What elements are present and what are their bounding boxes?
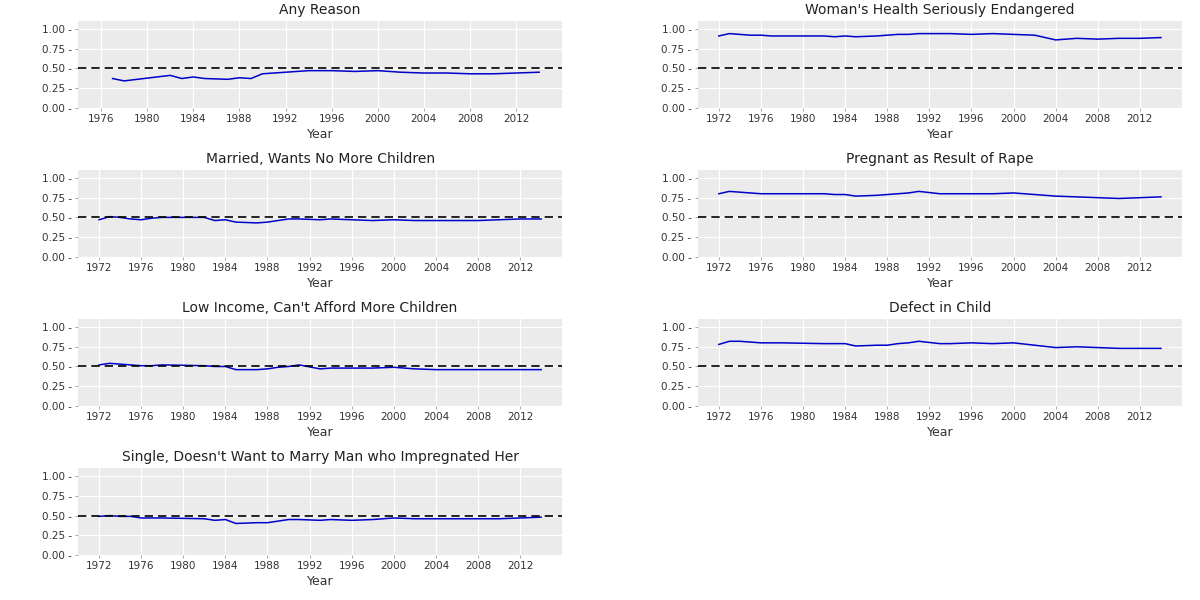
Title: Defect in Child: Defect in Child [889,301,991,315]
X-axis label: Year: Year [307,128,334,141]
X-axis label: Year: Year [307,277,334,290]
Title: Married, Wants No More Children: Married, Wants No More Children [205,152,434,166]
Title: Any Reason: Any Reason [280,3,361,17]
Title: Woman's Health Seriously Endangered: Woman's Health Seriously Endangered [805,3,1075,17]
Title: Single, Doesn't Want to Marry Man who Impregnated Her: Single, Doesn't Want to Marry Man who Im… [121,451,518,464]
Title: Pregnant as Result of Rape: Pregnant as Result of Rape [846,152,1033,166]
X-axis label: Year: Year [926,277,953,290]
X-axis label: Year: Year [307,575,334,589]
X-axis label: Year: Year [926,128,953,141]
X-axis label: Year: Year [307,427,334,439]
Title: Low Income, Can't Afford More Children: Low Income, Can't Afford More Children [182,301,457,315]
X-axis label: Year: Year [926,427,953,439]
